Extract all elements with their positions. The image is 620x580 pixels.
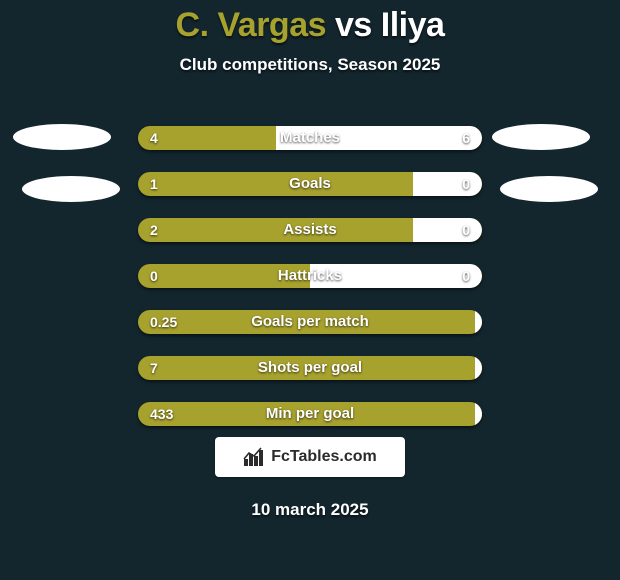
stat-bar-right bbox=[413, 218, 482, 242]
title-player1: C. Vargas bbox=[176, 6, 326, 44]
page-subtitle: Club competitions, Season 2025 bbox=[0, 55, 620, 75]
title-vs: vs bbox=[335, 6, 372, 44]
stat-value-left: 433 bbox=[150, 402, 173, 426]
stat-bar: Goals per match0.25 bbox=[138, 310, 482, 334]
stat-label: Min per goal bbox=[138, 402, 482, 426]
stat-value-left: 0.25 bbox=[150, 310, 177, 334]
stat-value-left: 0 bbox=[150, 264, 158, 288]
badge-ellipse bbox=[13, 124, 111, 150]
stat-label: Goals per match bbox=[138, 310, 482, 334]
footer-brand-box: FcTables.com bbox=[215, 437, 405, 477]
stat-bar: Min per goal433 bbox=[138, 402, 482, 426]
stat-value-left: 2 bbox=[150, 218, 158, 242]
stat-bar-right bbox=[475, 310, 482, 334]
footer-brand-text: FcTables.com bbox=[271, 448, 377, 466]
footer-date: 10 march 2025 bbox=[0, 500, 620, 520]
stat-bar-right bbox=[475, 402, 482, 426]
badge-ellipse bbox=[500, 176, 598, 202]
stat-label: Shots per goal bbox=[138, 356, 482, 380]
bar-chart-icon bbox=[243, 447, 265, 467]
badge-ellipse bbox=[492, 124, 590, 150]
stat-value-left: 7 bbox=[150, 356, 158, 380]
stat-bar: Goals10 bbox=[138, 172, 482, 196]
page-title: C. Vargas vs Iliya bbox=[0, 6, 620, 45]
stat-bar: Shots per goal7 bbox=[138, 356, 482, 380]
stat-bar-right bbox=[475, 356, 482, 380]
stat-bar: Hattricks00 bbox=[138, 264, 482, 288]
stat-value-left: 1 bbox=[150, 172, 158, 196]
stat-bar-right bbox=[276, 126, 482, 150]
stat-bar: Matches46 bbox=[138, 126, 482, 150]
badge-ellipse bbox=[22, 176, 120, 202]
stat-bar-right bbox=[413, 172, 482, 196]
title-player2: Iliya bbox=[381, 6, 445, 44]
stat-bar-right bbox=[310, 264, 482, 288]
comparison-bars: Matches46 Goals10 Assists20 Hattricks00 Goal… bbox=[138, 126, 482, 448]
stat-value-left: 4 bbox=[150, 126, 158, 150]
stat-bar: Assists20 bbox=[138, 218, 482, 242]
